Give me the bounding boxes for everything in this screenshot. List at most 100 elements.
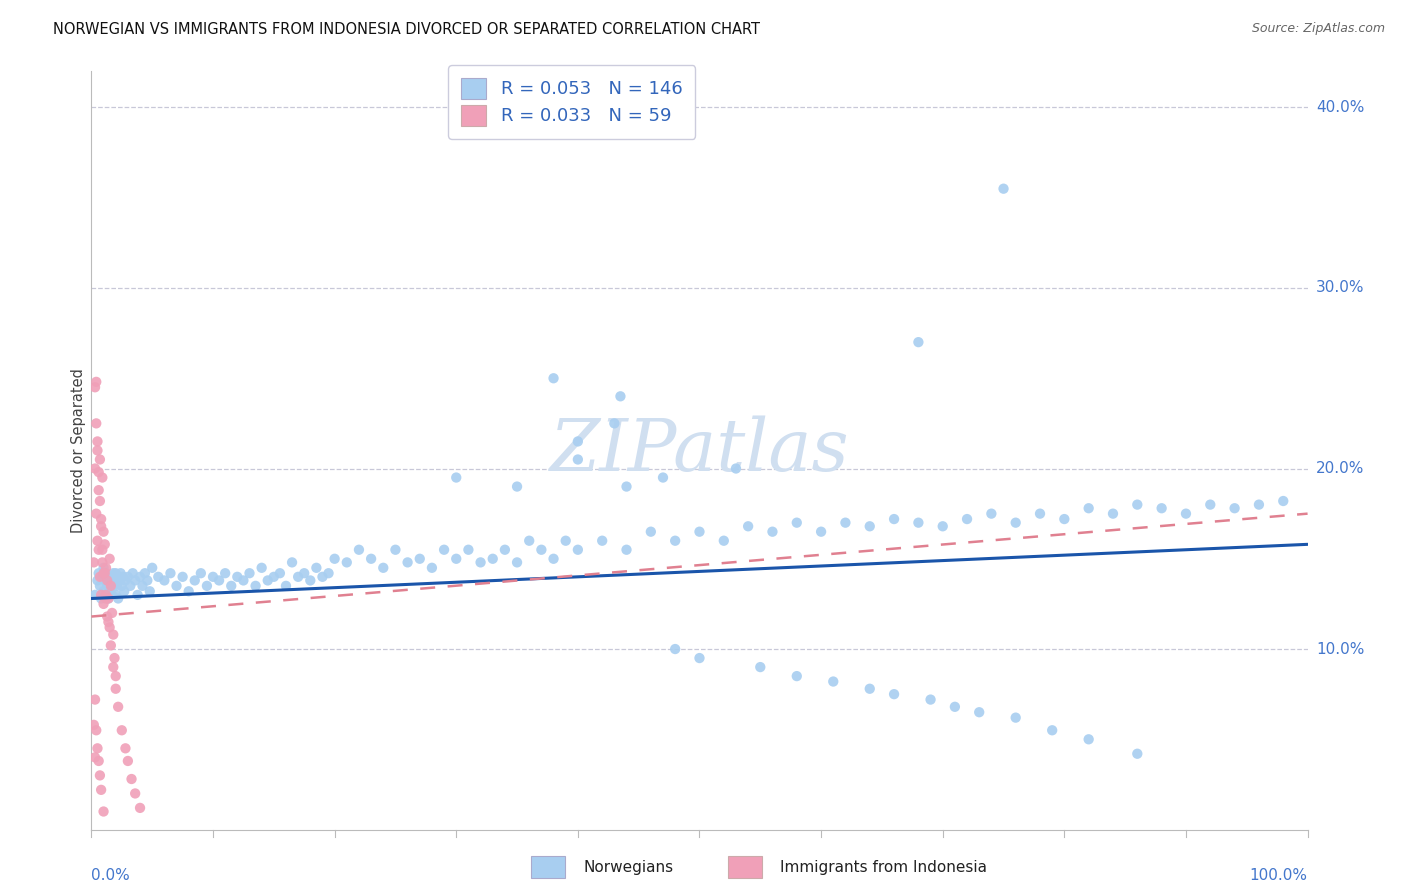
- Point: [1077, 501, 1099, 516]
- Point: [305, 561, 328, 575]
- Point: [591, 533, 613, 548]
- Point: [287, 570, 309, 584]
- Text: ZIPatlas: ZIPatlas: [550, 415, 849, 486]
- Point: [84, 723, 107, 738]
- Point: [110, 566, 132, 581]
- Point: [1053, 512, 1076, 526]
- Point: [159, 566, 181, 581]
- Point: [616, 479, 638, 493]
- Point: [94, 588, 117, 602]
- Point: [94, 574, 117, 588]
- Point: [112, 584, 135, 599]
- Point: [567, 542, 589, 557]
- Point: [172, 570, 194, 584]
- Point: [141, 561, 163, 575]
- Point: [117, 754, 139, 768]
- Point: [506, 555, 529, 569]
- Point: [91, 570, 114, 584]
- Point: [323, 551, 346, 566]
- Point: [993, 182, 1015, 196]
- Point: [87, 542, 110, 557]
- Point: [111, 579, 134, 593]
- Point: [84, 417, 107, 431]
- Point: [1102, 507, 1125, 521]
- Point: [114, 741, 136, 756]
- Point: [94, 561, 117, 575]
- Point: [89, 452, 111, 467]
- Point: [232, 574, 254, 588]
- Text: Source: ZipAtlas.com: Source: ZipAtlas.com: [1251, 22, 1385, 36]
- Point: [281, 555, 304, 569]
- Point: [409, 551, 432, 566]
- Point: [299, 574, 322, 588]
- Point: [318, 566, 340, 581]
- Point: [90, 519, 112, 533]
- Point: [94, 566, 117, 581]
- Point: [87, 465, 110, 479]
- Point: [124, 787, 146, 801]
- Point: [481, 551, 503, 566]
- Text: 40.0%: 40.0%: [1316, 100, 1364, 115]
- Point: [883, 512, 905, 526]
- Point: [94, 588, 117, 602]
- Point: [101, 588, 124, 602]
- Point: [83, 555, 105, 569]
- Point: [121, 772, 143, 786]
- Point: [89, 494, 111, 508]
- Point: [139, 584, 162, 599]
- Point: [87, 483, 110, 498]
- Point: [245, 579, 267, 593]
- Point: [859, 519, 882, 533]
- Point: [943, 699, 966, 714]
- Point: [97, 591, 120, 606]
- Y-axis label: Divorced or Separated: Divorced or Separated: [70, 368, 86, 533]
- Point: [84, 375, 107, 389]
- Point: [90, 588, 112, 602]
- Point: [104, 681, 127, 696]
- Point: [98, 551, 121, 566]
- Point: [444, 551, 467, 566]
- Text: Norwegians: Norwegians: [583, 860, 673, 874]
- Text: 30.0%: 30.0%: [1316, 280, 1364, 295]
- Point: [907, 335, 929, 350]
- Point: [86, 434, 108, 449]
- Point: [94, 566, 117, 581]
- Point: [98, 570, 121, 584]
- Point: [89, 768, 111, 782]
- Point: [153, 574, 176, 588]
- Point: [214, 566, 236, 581]
- Point: [226, 570, 249, 584]
- Point: [111, 570, 134, 584]
- Point: [859, 681, 882, 696]
- Point: [263, 570, 285, 584]
- Point: [91, 470, 114, 484]
- Point: [920, 692, 942, 706]
- Point: [786, 516, 808, 530]
- Point: [713, 533, 735, 548]
- Text: 0.0%: 0.0%: [91, 869, 131, 883]
- Point: [87, 566, 110, 581]
- Point: [360, 551, 382, 566]
- Point: [724, 461, 747, 475]
- Point: [195, 579, 218, 593]
- Point: [609, 389, 631, 403]
- Point: [117, 570, 139, 584]
- Point: [103, 660, 125, 674]
- Point: [311, 570, 333, 584]
- Point: [603, 417, 626, 431]
- Point: [93, 561, 115, 575]
- Point: [1199, 498, 1222, 512]
- Point: [931, 519, 953, 533]
- Point: [1247, 498, 1270, 512]
- Point: [506, 479, 529, 493]
- Point: [86, 443, 108, 458]
- Point: [114, 574, 136, 588]
- Text: Immigrants from Indonesia: Immigrants from Indonesia: [780, 860, 987, 874]
- Point: [93, 524, 115, 539]
- Point: [136, 574, 159, 588]
- Point: [208, 574, 231, 588]
- Point: [250, 561, 273, 575]
- Point: [89, 579, 111, 593]
- Point: [907, 516, 929, 530]
- Point: [100, 639, 122, 653]
